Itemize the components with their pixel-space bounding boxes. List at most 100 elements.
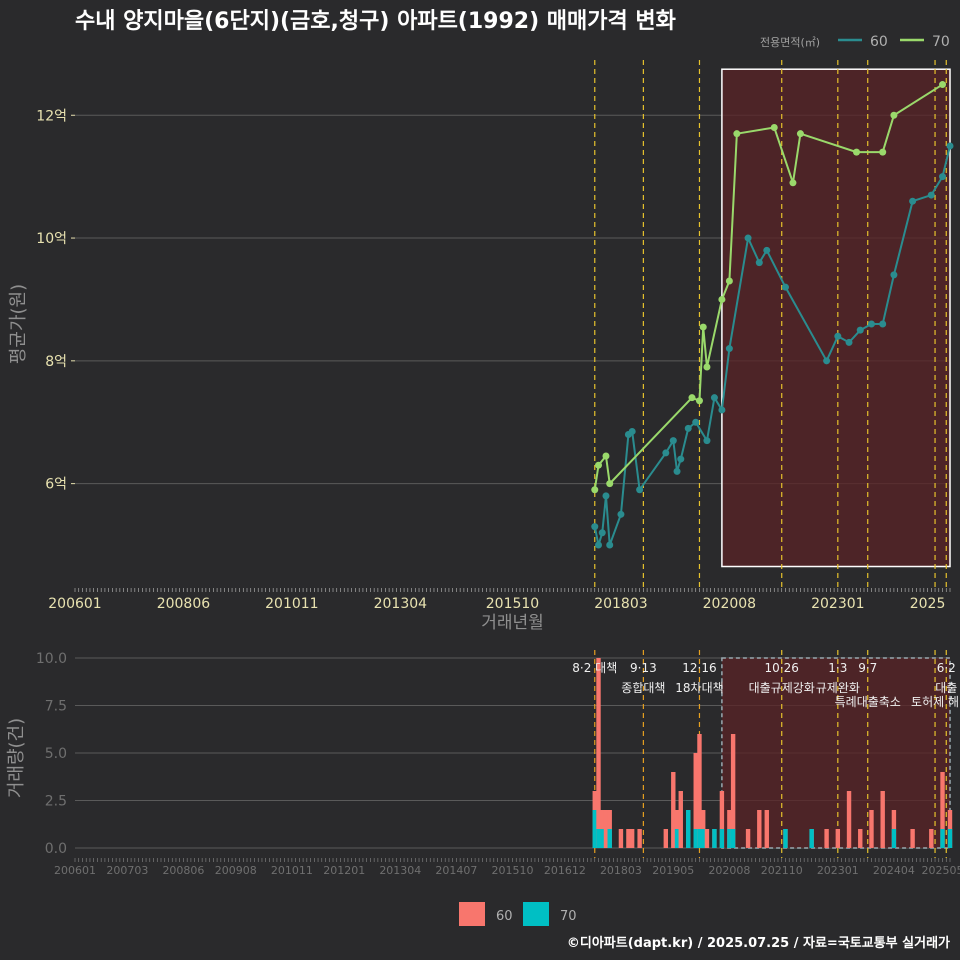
price-point-60: [595, 541, 603, 549]
volume-x-tick-label: 201011: [271, 864, 313, 877]
volume-x-tick-label: 202301: [817, 864, 859, 877]
price-point-60: [628, 427, 636, 435]
price-y-tick-label: 12억: [36, 108, 67, 124]
volume-y-axis-label: 거래량(건): [6, 718, 27, 798]
volume-bar-60: [637, 829, 642, 848]
policy-label-name: 18차대책: [675, 680, 723, 695]
price-x-tick-label: 201304: [374, 596, 428, 612]
volume-y-tick-label: 2.5: [45, 794, 67, 810]
price-x-tick-label: 202008: [703, 596, 756, 612]
price-legend-label-70: 70: [932, 34, 950, 50]
volume-bar-70: [674, 829, 680, 848]
price-point-70: [606, 480, 614, 488]
price-point-70: [595, 461, 603, 469]
volume-bar-60: [596, 658, 601, 848]
price-point-60: [939, 173, 947, 181]
price-point-70: [890, 111, 898, 119]
volume-bar-60: [719, 791, 725, 848]
volume-chart: 0.0 2.5 5.0 7.5 10.0 8·2 대책 9·13 종합대책 12·16 18차대책…: [6, 650, 960, 926]
volume-bar-70: [701, 829, 706, 848]
volume-bar-70: [891, 829, 897, 848]
volume-x-tick-label: 201803: [600, 864, 642, 877]
price-y-axis-label: 평균가(원): [8, 284, 29, 364]
price-point-70: [725, 277, 733, 285]
volume-bar-70: [693, 829, 698, 848]
policy-label-date: 1·3: [828, 661, 847, 675]
volume-bar-70: [596, 829, 601, 848]
volume-bar-60: [880, 791, 885, 848]
price-point-60: [703, 437, 711, 445]
volume-bar-60: [693, 753, 698, 848]
price-point-60: [598, 529, 606, 537]
volume-bar-60: [940, 772, 945, 848]
price-point-70: [703, 363, 711, 371]
volume-x-tick-label: 201510: [492, 864, 534, 877]
policy-label-name: 규제완화: [816, 681, 860, 695]
volume-bar-70: [712, 829, 717, 848]
price-point-60: [677, 455, 685, 463]
price-point-70: [770, 124, 778, 132]
price-point-60: [744, 234, 752, 242]
price-point-60: [636, 486, 644, 494]
volume-x-tick-label: 201304: [379, 864, 421, 877]
volume-y-tick-label: 0.0: [45, 841, 67, 857]
price-point-70: [733, 130, 741, 138]
price-point-60: [602, 492, 610, 500]
volume-bar-60: [618, 829, 624, 848]
price-x-tick-label: 201011: [265, 596, 318, 612]
volume-bar-60: [730, 734, 736, 848]
price-x-tick-label: 2025: [910, 596, 946, 612]
price-point-60: [591, 523, 599, 531]
price-x-axis-label: 거래년월: [481, 613, 544, 633]
volume-x-tick-label: 200601: [54, 864, 96, 877]
volume-bar-60: [678, 791, 683, 848]
volume-legend-key-60: [459, 902, 485, 926]
price-point-60: [890, 271, 898, 279]
price-point-60: [781, 283, 789, 291]
price-point-60: [834, 332, 842, 340]
price-point-60: [946, 142, 954, 150]
price-point-70: [796, 130, 804, 138]
policy-label-name: 특례대출축소: [835, 695, 901, 709]
price-point-60: [669, 437, 677, 445]
volume-x-tick-label: 201407: [435, 864, 477, 877]
volume-x-tick-label: 200806: [162, 864, 204, 877]
policy-label-date: 9·13: [630, 661, 657, 675]
price-point-60: [856, 326, 864, 334]
price-point-70: [602, 452, 610, 460]
price-y-tick-label: 10억: [36, 231, 67, 247]
volume-bar-60: [603, 810, 609, 848]
price-point-70: [688, 394, 696, 402]
price-legend-title: 전용면적(㎡): [760, 36, 820, 49]
volume-bar-60: [704, 829, 710, 848]
price-y-tick-label: 8억: [45, 354, 67, 370]
price-y-tick-label: 6억: [45, 477, 67, 493]
volume-bar-60: [663, 829, 669, 848]
price-point-60: [617, 510, 625, 518]
price-point-70: [718, 295, 726, 303]
policy-label-date: 6·2: [937, 661, 956, 675]
price-point-60: [763, 246, 771, 254]
volume-bar-70: [719, 829, 725, 848]
volume-x-tick-label: 202110: [761, 864, 803, 877]
price-chart: 6억 8억 10억 12억 200601 200806 201011 201304 201510…: [8, 34, 954, 633]
volume-bar-70: [607, 829, 612, 848]
volume-legend-label-70: 70: [560, 909, 577, 924]
policy-label-date: 12·16: [682, 661, 716, 675]
policy-label-name: 대출규제강화: [749, 681, 815, 695]
price-point-60: [823, 357, 831, 365]
volume-bar-70: [697, 829, 702, 848]
volume-bar-60: [671, 772, 676, 848]
price-point-60: [662, 449, 670, 457]
price-point-70: [853, 148, 861, 156]
volume-x-tick-label: 201612: [544, 864, 586, 877]
price-point-60: [909, 197, 917, 205]
volume-bar-60: [697, 734, 702, 848]
volume-bar-70: [592, 810, 597, 848]
volume-x-tick-label: 201905: [652, 864, 694, 877]
price-legend-label-60: 60: [870, 34, 888, 50]
price-point-60: [606, 541, 614, 549]
price-point-60: [879, 320, 887, 328]
price-point-70: [695, 397, 703, 405]
